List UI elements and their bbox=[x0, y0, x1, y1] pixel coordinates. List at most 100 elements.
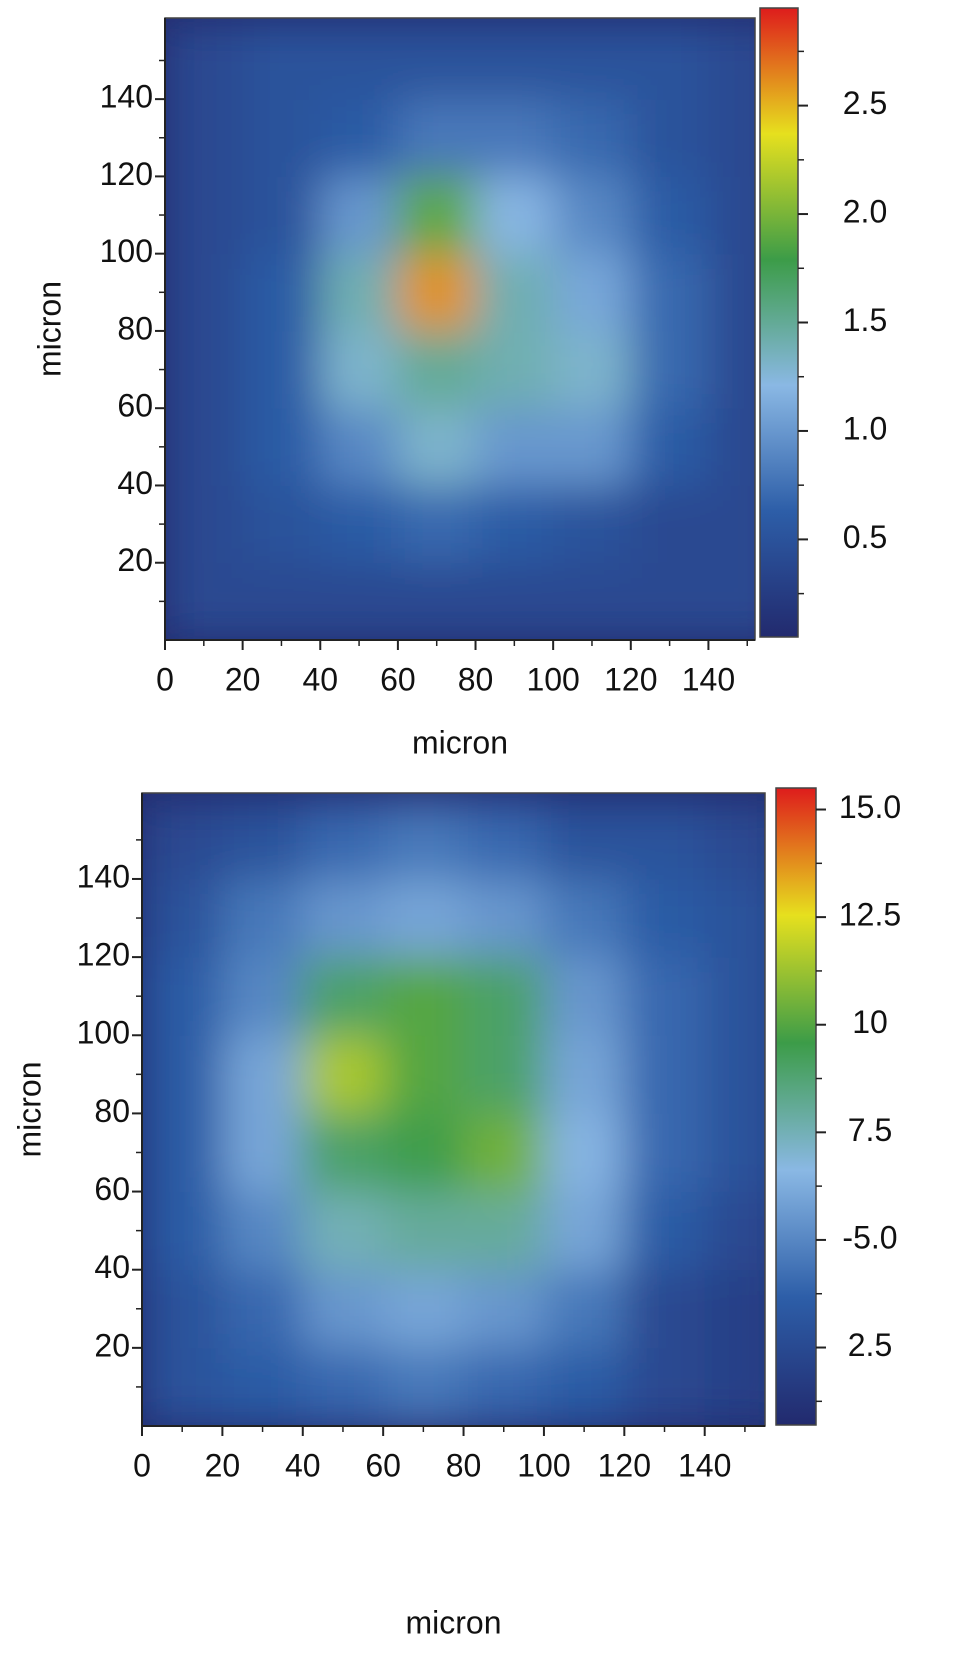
heat-cell bbox=[543, 1035, 625, 1114]
heat-cell bbox=[165, 330, 244, 409]
heat-cell bbox=[543, 1269, 625, 1349]
y-tick-label: 20 bbox=[117, 542, 153, 578]
colorbar-tick-label: -5.0 bbox=[842, 1219, 897, 1255]
heat-cell bbox=[543, 1191, 625, 1271]
heat-cell bbox=[320, 99, 399, 177]
heat-cell bbox=[302, 1113, 384, 1193]
heat-cell bbox=[242, 485, 321, 564]
heat-cell bbox=[302, 957, 384, 1036]
heat-cell bbox=[320, 330, 399, 409]
heat-cell bbox=[165, 408, 244, 486]
heat-cell bbox=[142, 957, 223, 1036]
heat-cell bbox=[383, 1347, 465, 1426]
colorbar bbox=[759, 7, 799, 638]
heat-cell bbox=[630, 176, 709, 255]
heat-cell bbox=[553, 562, 632, 640]
heat-cell bbox=[242, 176, 321, 255]
heat-cell bbox=[242, 562, 321, 640]
heat-cell bbox=[553, 176, 632, 255]
heat-cell bbox=[624, 957, 706, 1036]
heat-cell bbox=[242, 99, 321, 177]
heat-cell bbox=[553, 21, 632, 100]
heat-cell bbox=[708, 99, 755, 177]
x-tick-label: 100 bbox=[517, 1447, 570, 1483]
x-axis-label: micron bbox=[412, 724, 508, 760]
heat-cell bbox=[543, 800, 625, 880]
heat-cell bbox=[704, 1113, 765, 1193]
colorbar-tick-label: 10 bbox=[852, 1004, 888, 1040]
heat-cell bbox=[630, 330, 709, 409]
heat-cell bbox=[165, 253, 244, 332]
colorbar-tick-label: 2.0 bbox=[843, 194, 887, 230]
heat-cell bbox=[222, 1269, 304, 1349]
y-tick-label: 60 bbox=[94, 1171, 130, 1207]
heat-cell bbox=[397, 99, 477, 177]
heat-cell bbox=[704, 878, 765, 958]
heat-cell bbox=[624, 800, 706, 880]
x-tick-label: 120 bbox=[598, 1447, 651, 1483]
colorbar-tick-label: 1.0 bbox=[843, 410, 887, 446]
heat-cell bbox=[708, 330, 755, 409]
heat-cell bbox=[165, 562, 244, 640]
x-tick-label: 80 bbox=[458, 661, 494, 697]
y-tick-label: 120 bbox=[77, 937, 130, 973]
heat-cell bbox=[320, 408, 399, 486]
heat-cell bbox=[630, 562, 709, 640]
heat-cell bbox=[222, 800, 304, 880]
heat-cell bbox=[463, 1113, 545, 1193]
heat-cell bbox=[475, 408, 554, 486]
heat-cell bbox=[553, 253, 632, 332]
heat-cell bbox=[463, 878, 545, 958]
heat-cell bbox=[302, 1035, 384, 1114]
heat-cell bbox=[463, 1269, 545, 1349]
heat-cell bbox=[383, 1035, 465, 1114]
x-axis-label: micron bbox=[405, 1604, 501, 1640]
plot-area bbox=[165, 18, 755, 640]
heat-cell bbox=[624, 878, 706, 958]
heat-cell bbox=[624, 1035, 706, 1114]
heat-cell bbox=[463, 1191, 545, 1271]
y-tick-label: 140 bbox=[100, 79, 153, 115]
heat-cell bbox=[320, 562, 399, 640]
heat-cell bbox=[708, 253, 755, 332]
colorbar-tick-label: 2.5 bbox=[848, 1327, 892, 1363]
heat-cell bbox=[704, 1269, 765, 1349]
heat-cell bbox=[475, 253, 554, 332]
heat-cell bbox=[142, 878, 223, 958]
x-tick-label: 40 bbox=[285, 1447, 321, 1483]
colorbar-tick-label: 15.0 bbox=[839, 789, 901, 825]
heat-cell bbox=[383, 1191, 465, 1271]
heat-cell bbox=[543, 878, 625, 958]
y-tick-label: 40 bbox=[117, 465, 153, 501]
heat-cell bbox=[165, 21, 244, 100]
colorbar bbox=[775, 787, 817, 1426]
heatmap bbox=[165, 21, 755, 640]
heat-cell bbox=[624, 1191, 706, 1271]
x-tick-label: 20 bbox=[205, 1447, 241, 1483]
colorbar-tick-label: 2.5 bbox=[843, 85, 887, 121]
heat-cell bbox=[475, 330, 554, 409]
heat-cell bbox=[708, 485, 755, 564]
heat-cell bbox=[142, 1035, 223, 1114]
colorbar-tick-label: 7.5 bbox=[848, 1112, 892, 1148]
heat-cell bbox=[165, 99, 244, 177]
heat-cell bbox=[475, 99, 554, 177]
y-tick-label: 80 bbox=[117, 310, 153, 346]
heat-cell bbox=[222, 1035, 304, 1114]
heat-cell bbox=[543, 1347, 625, 1426]
heat-cell bbox=[704, 1347, 765, 1426]
heat-cell bbox=[397, 330, 477, 409]
heat-cell bbox=[630, 253, 709, 332]
heat-cell bbox=[543, 957, 625, 1036]
heat-cell bbox=[475, 21, 554, 100]
x-tick-label: 140 bbox=[678, 1447, 731, 1483]
heat-cell bbox=[704, 1191, 765, 1271]
y-tick-label: 40 bbox=[94, 1249, 130, 1285]
x-tick-label: 140 bbox=[682, 661, 735, 697]
heat-cell bbox=[383, 878, 465, 958]
heat-cell bbox=[320, 21, 399, 100]
colorbar-tick-label: 0.5 bbox=[843, 519, 887, 555]
heat-cell bbox=[708, 408, 755, 486]
x-tick-label: 100 bbox=[526, 661, 579, 697]
heat-cell bbox=[475, 176, 554, 255]
